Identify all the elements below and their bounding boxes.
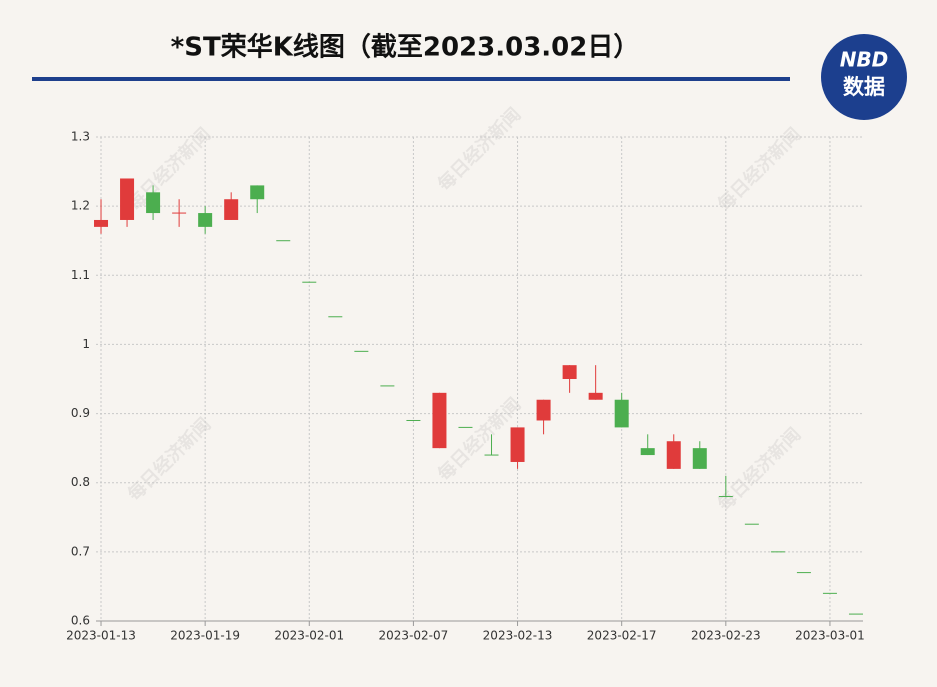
x-tick-label: 2023-02-13 <box>483 629 553 643</box>
y-tick-label: 1.2 <box>71 199 90 213</box>
candle-body <box>458 426 473 428</box>
candle-body <box>146 192 161 214</box>
x-tick-label: 2023-03-01 <box>795 629 865 643</box>
candle-body <box>640 448 655 456</box>
logo-text: 数据 <box>843 75 885 99</box>
y-tick-label: 0.6 <box>71 614 90 628</box>
y-tick-label: 1.1 <box>71 268 90 282</box>
y-tick-label: 0.7 <box>71 544 90 558</box>
candle-body <box>172 212 187 214</box>
candle-body <box>328 316 343 318</box>
candle-body <box>354 350 369 352</box>
x-tick-label: 2023-02-17 <box>587 629 657 643</box>
y-tick-label: 1.3 <box>71 130 90 144</box>
logo <box>821 34 907 120</box>
candle-body <box>770 551 785 553</box>
candle-body <box>224 199 239 220</box>
candle-body <box>692 448 707 469</box>
y-tick-label: 1 <box>82 337 90 351</box>
x-tick-label: 2023-01-19 <box>170 629 240 643</box>
logo-text: NBD <box>840 48 889 72</box>
chart-title: *ST荣华K线图（截至2023.03.02日） <box>171 32 640 63</box>
candle-body <box>380 385 395 387</box>
candle-body <box>796 572 811 574</box>
candle-body <box>94 219 109 227</box>
x-tick-label: 2023-02-23 <box>691 629 761 643</box>
candle-body <box>432 392 447 449</box>
y-tick-label: 0.8 <box>71 475 90 489</box>
y-tick-label: 0.9 <box>71 406 90 420</box>
candle-body <box>302 281 317 283</box>
candle-body <box>276 240 291 242</box>
candle-body <box>406 419 421 421</box>
candle-body <box>666 441 681 469</box>
candle-body <box>484 454 499 456</box>
candle-body <box>718 496 733 498</box>
candle-body <box>744 523 759 525</box>
candle-body <box>562 365 577 379</box>
x-tick-label: 2023-02-07 <box>379 629 449 643</box>
candle-body <box>120 178 135 220</box>
candle-body <box>848 613 863 615</box>
candle-body <box>588 392 603 400</box>
x-tick-label: 2023-01-13 <box>66 629 136 643</box>
candle-body <box>198 213 213 227</box>
candle-body <box>822 592 837 594</box>
x-tick-label: 2023-02-01 <box>274 629 344 643</box>
candle-body <box>536 399 551 421</box>
candle-body <box>510 427 525 462</box>
candle-body <box>250 185 265 200</box>
candle-body <box>614 399 629 428</box>
